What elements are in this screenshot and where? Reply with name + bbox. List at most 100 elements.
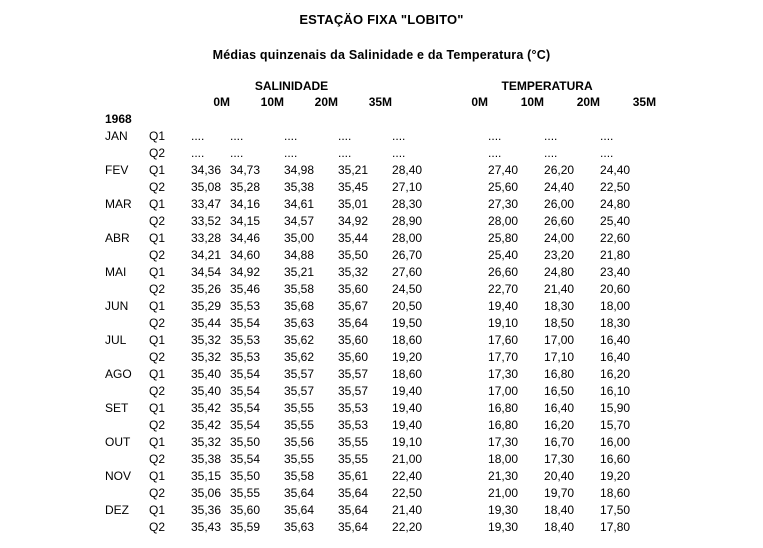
table-row: Q2 34,21 34,60 34,88 35,50 26,70 25,40 2… bbox=[105, 247, 656, 264]
temperature-value-35m: 16,20 bbox=[600, 367, 631, 381]
temperature-value-35m: 23,40 bbox=[600, 265, 631, 279]
temperature-depth-header-20m: 20M bbox=[576, 95, 601, 109]
temperature-value-35m: 18,60 bbox=[600, 486, 631, 500]
table-row: Q2 35,06 35,55 35,64 35,64 22,50 21,00 1… bbox=[105, 485, 656, 502]
salinity-value-35m: 35,45 bbox=[338, 180, 369, 194]
salinity-value-10m: 35,55 bbox=[230, 486, 261, 500]
temperature-value-0m: 27,10 bbox=[392, 180, 423, 194]
temperature-value-10m: 19,10 bbox=[488, 316, 519, 330]
temperature-value-35m: 22,50 bbox=[600, 180, 631, 194]
temperature-value-0m: 28,00 bbox=[392, 231, 423, 245]
salinity-value-20m: 35,68 bbox=[284, 299, 315, 313]
temperature-value-0m: 28,40 bbox=[392, 163, 423, 177]
temperature-value-10m: 17,60 bbox=[488, 333, 519, 347]
month-cell bbox=[105, 349, 149, 366]
salinity-value-0m: 35,42 bbox=[191, 401, 222, 415]
temperature-value-10m: 25,80 bbox=[488, 231, 519, 245]
temperature-value-20m: .... bbox=[544, 129, 558, 143]
salinity-value-35m: 35,60 bbox=[338, 350, 369, 364]
month-cell: JUN bbox=[105, 299, 129, 313]
temperature-value-10m: .... bbox=[488, 129, 502, 143]
temperature-value-10m: 16,80 bbox=[488, 401, 519, 415]
quarter-cell: Q1 bbox=[149, 367, 166, 381]
group-header-row: SALINIDADE TEMPERATURA bbox=[105, 78, 656, 94]
temperature-value-10m: 22,70 bbox=[488, 282, 519, 296]
temperature-value-10m: 16,80 bbox=[488, 418, 519, 432]
salinity-value-0m: 35,26 bbox=[191, 282, 222, 296]
salinity-value-20m: 34,98 bbox=[284, 163, 315, 177]
temperature-value-35m: 16,10 bbox=[600, 384, 631, 398]
salinity-value-10m: 35,59 bbox=[230, 520, 261, 534]
salinity-value-0m: 35,32 bbox=[191, 350, 222, 364]
month-cell bbox=[105, 145, 149, 162]
salinity-value-0m: 35,40 bbox=[191, 384, 222, 398]
temperature-value-0m: 19,10 bbox=[392, 435, 423, 449]
salinity-value-10m: 35,54 bbox=[230, 418, 261, 432]
group-header-spacer bbox=[105, 78, 191, 94]
temperature-value-35m: 16,60 bbox=[600, 452, 631, 466]
temperature-value-20m: 24,40 bbox=[544, 180, 575, 194]
temperature-value-10m: 18,00 bbox=[488, 452, 519, 466]
temperature-value-20m: 23,20 bbox=[544, 248, 575, 262]
temperature-value-10m: 27,30 bbox=[488, 197, 519, 211]
salinity-value-35m: 35,57 bbox=[338, 384, 369, 398]
salinity-value-35m: 35,60 bbox=[338, 282, 369, 296]
temperature-value-35m: 17,50 bbox=[600, 503, 631, 517]
quarter-cell: Q1 bbox=[149, 163, 166, 177]
temperature-value-20m: 18,30 bbox=[544, 299, 575, 313]
year-label: 1968 bbox=[105, 112, 132, 126]
page-title: ESTAÇÄO FIXA "LOBITO" bbox=[299, 12, 464, 27]
salinity-value-10m: 35,54 bbox=[230, 384, 261, 398]
temperature-value-35m: 18,30 bbox=[600, 316, 631, 330]
salinity-value-10m: 35,54 bbox=[230, 401, 261, 415]
table-row: AGO Q1 35,40 35,54 35,57 35,57 18,60 17,… bbox=[105, 366, 656, 383]
temperature-value-20m: 26,20 bbox=[544, 163, 575, 177]
temperature-value-10m: 28,00 bbox=[488, 214, 519, 228]
temperature-value-0m: 19,50 bbox=[392, 316, 423, 330]
salinity-value-0m: 33,52 bbox=[191, 214, 222, 228]
temperature-value-20m: 18,40 bbox=[544, 503, 575, 517]
temperature-value-20m: 16,70 bbox=[544, 435, 575, 449]
salinity-value-10m: 35,50 bbox=[230, 435, 261, 449]
temperature-value-0m: 19,40 bbox=[392, 401, 423, 415]
temperature-value-10m: 19,30 bbox=[488, 520, 519, 534]
temperature-value-35m: .... bbox=[600, 146, 614, 160]
quarter-cell: Q2 bbox=[149, 146, 166, 160]
quarter-cell: Q2 bbox=[149, 248, 166, 262]
salinity-value-10m: 35,50 bbox=[230, 469, 261, 483]
temperature-value-20m: 19,70 bbox=[544, 486, 575, 500]
temperature-value-35m: 15,70 bbox=[600, 418, 631, 432]
quarter-cell: Q2 bbox=[149, 418, 166, 432]
table-row: JUL Q1 35,32 35,53 35,62 35,60 18,60 17,… bbox=[105, 332, 656, 349]
salinity-value-20m: 35,55 bbox=[284, 452, 315, 466]
salinity-value-0m: 35,38 bbox=[191, 452, 222, 466]
temperature-value-20m: 17,30 bbox=[544, 452, 575, 466]
month-cell bbox=[105, 315, 149, 332]
month-cell bbox=[105, 247, 149, 264]
salinity-value-35m: 35,50 bbox=[338, 248, 369, 262]
temperature-value-10m: 17,70 bbox=[488, 350, 519, 364]
temperature-value-35m: .... bbox=[600, 129, 614, 143]
salinity-value-0m: 34,36 bbox=[191, 163, 222, 177]
month-cell bbox=[105, 179, 149, 196]
salinity-value-0m: 35,08 bbox=[191, 180, 222, 194]
temperature-value-35m: 21,80 bbox=[600, 248, 631, 262]
temperature-value-20m: 26,00 bbox=[544, 197, 575, 211]
temperature-value-10m: 19,30 bbox=[488, 503, 519, 517]
table-row: JAN Q1 .... .... .... .... .... .... ...… bbox=[105, 128, 656, 145]
quarter-cell: Q2 bbox=[149, 350, 166, 364]
salinity-value-0m: 35,32 bbox=[191, 333, 222, 347]
salinity-value-10m: 34,46 bbox=[230, 231, 261, 245]
quarter-cell: Q1 bbox=[149, 299, 166, 313]
salinity-value-0m: 33,47 bbox=[191, 197, 222, 211]
salinity-value-0m: 34,21 bbox=[191, 248, 222, 262]
temperature-value-0m: 27,60 bbox=[392, 265, 423, 279]
temperature-value-10m: 19,40 bbox=[488, 299, 519, 313]
salinity-depth-header-35m: 35M bbox=[368, 95, 393, 109]
month-cell: DEZ bbox=[105, 503, 129, 517]
temperature-value-35m: 17,80 bbox=[600, 520, 631, 534]
temperature-value-20m: 16,20 bbox=[544, 418, 575, 432]
salinity-value-10m: 35,54 bbox=[230, 452, 261, 466]
salinity-value-10m: 35,53 bbox=[230, 333, 261, 347]
salinity-value-20m: .... bbox=[284, 146, 298, 160]
